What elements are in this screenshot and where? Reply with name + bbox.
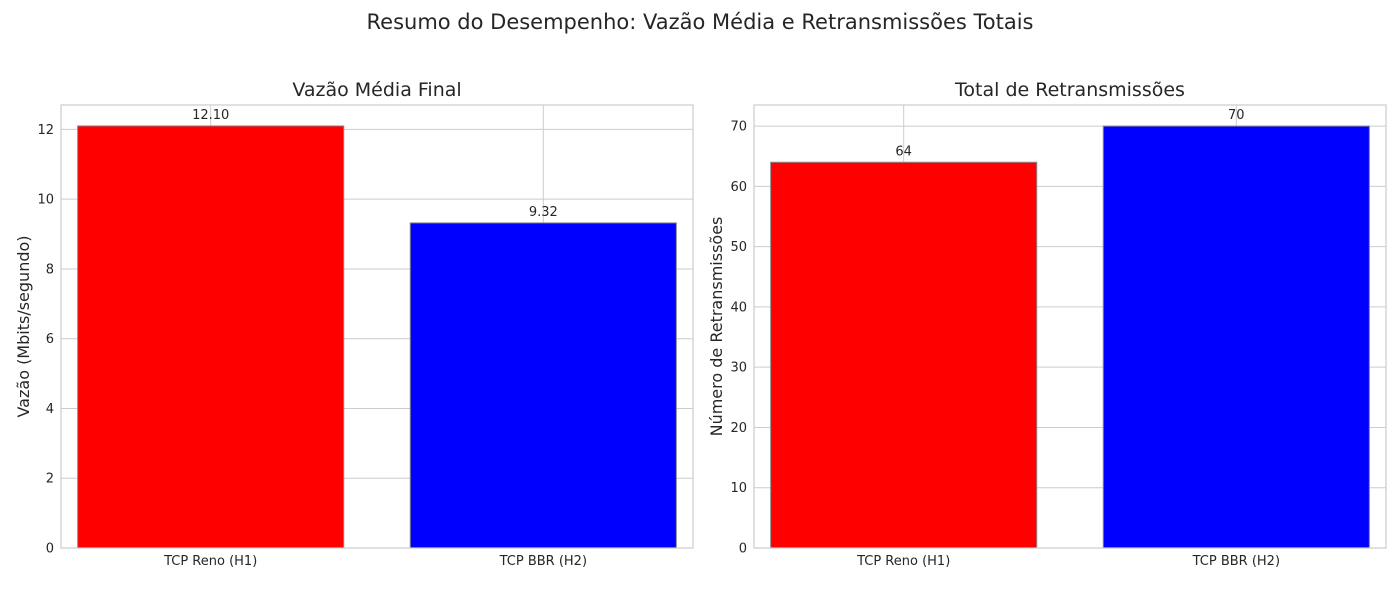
retransmissions-chart: 0 10 20 30 40 50 60 70 64 70 TCP Reno (H1) TCP BBR … [707, 79, 1387, 569]
y-tick-label: 8 [46, 262, 54, 277]
y-tick-label: 0 [739, 542, 747, 557]
x-tick-label: TCP Reno (H1) [856, 554, 950, 569]
y-tick-label: 2 [46, 472, 54, 487]
bar [409, 222, 677, 549]
x-tick-label: TCP Reno (H1) [163, 554, 257, 569]
bar-value-label: 12.10 [192, 108, 229, 123]
y-tick-label: 20 [730, 421, 747, 436]
bar [770, 161, 1038, 549]
subplot-title: Total de Retransmissões [954, 79, 1185, 101]
y-tick-label: 60 [730, 180, 747, 195]
bar-value-label: 70 [1228, 108, 1245, 123]
throughput-chart: 0 2 4 6 8 10 12 12.10 9.32 TCP Reno (H1) TCP BBR (… [14, 79, 694, 569]
y-tick-label: 40 [730, 300, 747, 315]
y-tick-label: 50 [730, 240, 747, 255]
axes-frame [753, 104, 1387, 549]
y-tick-label: 10 [37, 193, 54, 208]
y-tick-label: 0 [46, 542, 54, 557]
bar-value-label: 64 [895, 144, 912, 159]
y-tick-label: 12 [37, 123, 54, 138]
axes-frame [60, 104, 694, 549]
y-axis-label: Número de Retransmissões [707, 217, 726, 437]
x-tick-label: TCP BBR (H2) [499, 554, 587, 569]
bar [1102, 125, 1370, 549]
subplot-title: Vazão Média Final [292, 79, 461, 101]
y-tick-label: 6 [46, 332, 54, 347]
y-tick-label: 70 [730, 120, 747, 135]
y-tick-label: 4 [46, 402, 54, 417]
figure-title: Resumo do Desempenho: Vazão Média e Retr… [366, 10, 1034, 34]
y-tick-label: 10 [730, 481, 747, 496]
y-tick-label: 30 [730, 361, 747, 376]
y-axis-label: Vazão (Mbits/segundo) [14, 235, 33, 417]
x-tick-label: TCP BBR (H2) [1192, 554, 1280, 569]
bar [77, 125, 345, 549]
bar-value-label: 9.32 [529, 205, 558, 220]
